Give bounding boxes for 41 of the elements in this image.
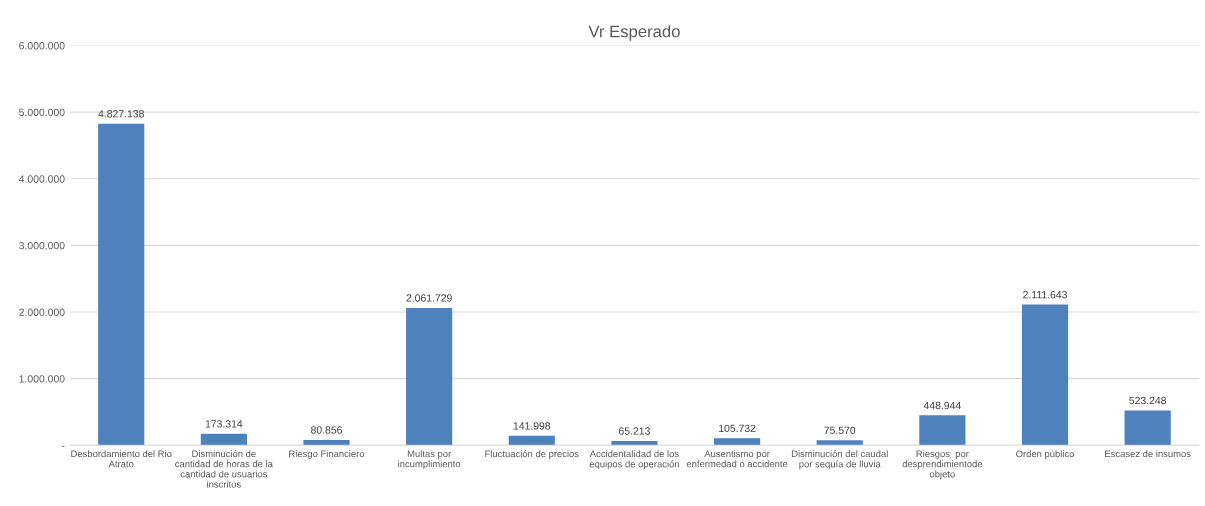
x-tick-label: Fluctuación de precios [485, 450, 579, 460]
data-label: 75.570 [824, 426, 856, 435]
x-tick-label: Disminución del caudal por sequía de lluvia [791, 450, 888, 470]
data-label: 4.827.138 [98, 110, 144, 118]
data-label: 141.998 [513, 422, 551, 430]
y-tick-label: 6.000.000 [19, 42, 65, 50]
data-label: 2.061.729 [406, 294, 452, 302]
y-tick-label: 2.000.000 [19, 308, 65, 316]
bar [1124, 410, 1171, 446]
x-tick-label: Disminución de cantidad de horas de la cantidad de usuarios inscritos [175, 450, 273, 488]
bar [508, 435, 555, 446]
bar [713, 438, 761, 446]
x-tick-label: Riesgo Financiero [289, 450, 365, 459]
x-tick-label: Ausentismo por enfermedad o accidente [686, 450, 788, 468]
y-tick-label: 3.000.000 [19, 241, 65, 250]
chart-title: Vr Esperado [588, 25, 680, 41]
x-tick-label: Desbordamiento del Rio Atrato [71, 450, 172, 468]
x-tick-label: Riesgos por desprendimientode objeto [902, 450, 983, 480]
y-tick-label: - [62, 445, 65, 447]
x-tick-label: Escasez de insumos [1105, 450, 1191, 458]
y-tick-label: 4.000.000 [18, 175, 65, 183]
y-tick-label: 1.000.000 [19, 375, 65, 383]
x-tick-label: Accidentalidad de los equipos de operación [589, 450, 679, 470]
data-label: 173.314 [205, 420, 243, 428]
bar [98, 123, 145, 446]
bar [303, 439, 350, 446]
data-label: 65.213 [619, 427, 650, 435]
x-tick-label: Multas por incumplimiento [398, 450, 461, 470]
bar [919, 415, 966, 446]
x-tick-label: Orden público [1016, 450, 1075, 460]
y-tick-label: 5.000.000 [19, 108, 65, 117]
bar [816, 440, 863, 446]
bar [611, 440, 658, 446]
data-label: 2.111.643 [1023, 290, 1067, 299]
bar [200, 433, 247, 446]
data-label: 105.732 [719, 424, 756, 433]
bar [406, 307, 453, 446]
bar [1021, 304, 1069, 446]
data-label: 448.944 [923, 401, 961, 410]
data-label: 80.856 [311, 426, 342, 434]
data-label: 523.248 [1129, 396, 1167, 405]
